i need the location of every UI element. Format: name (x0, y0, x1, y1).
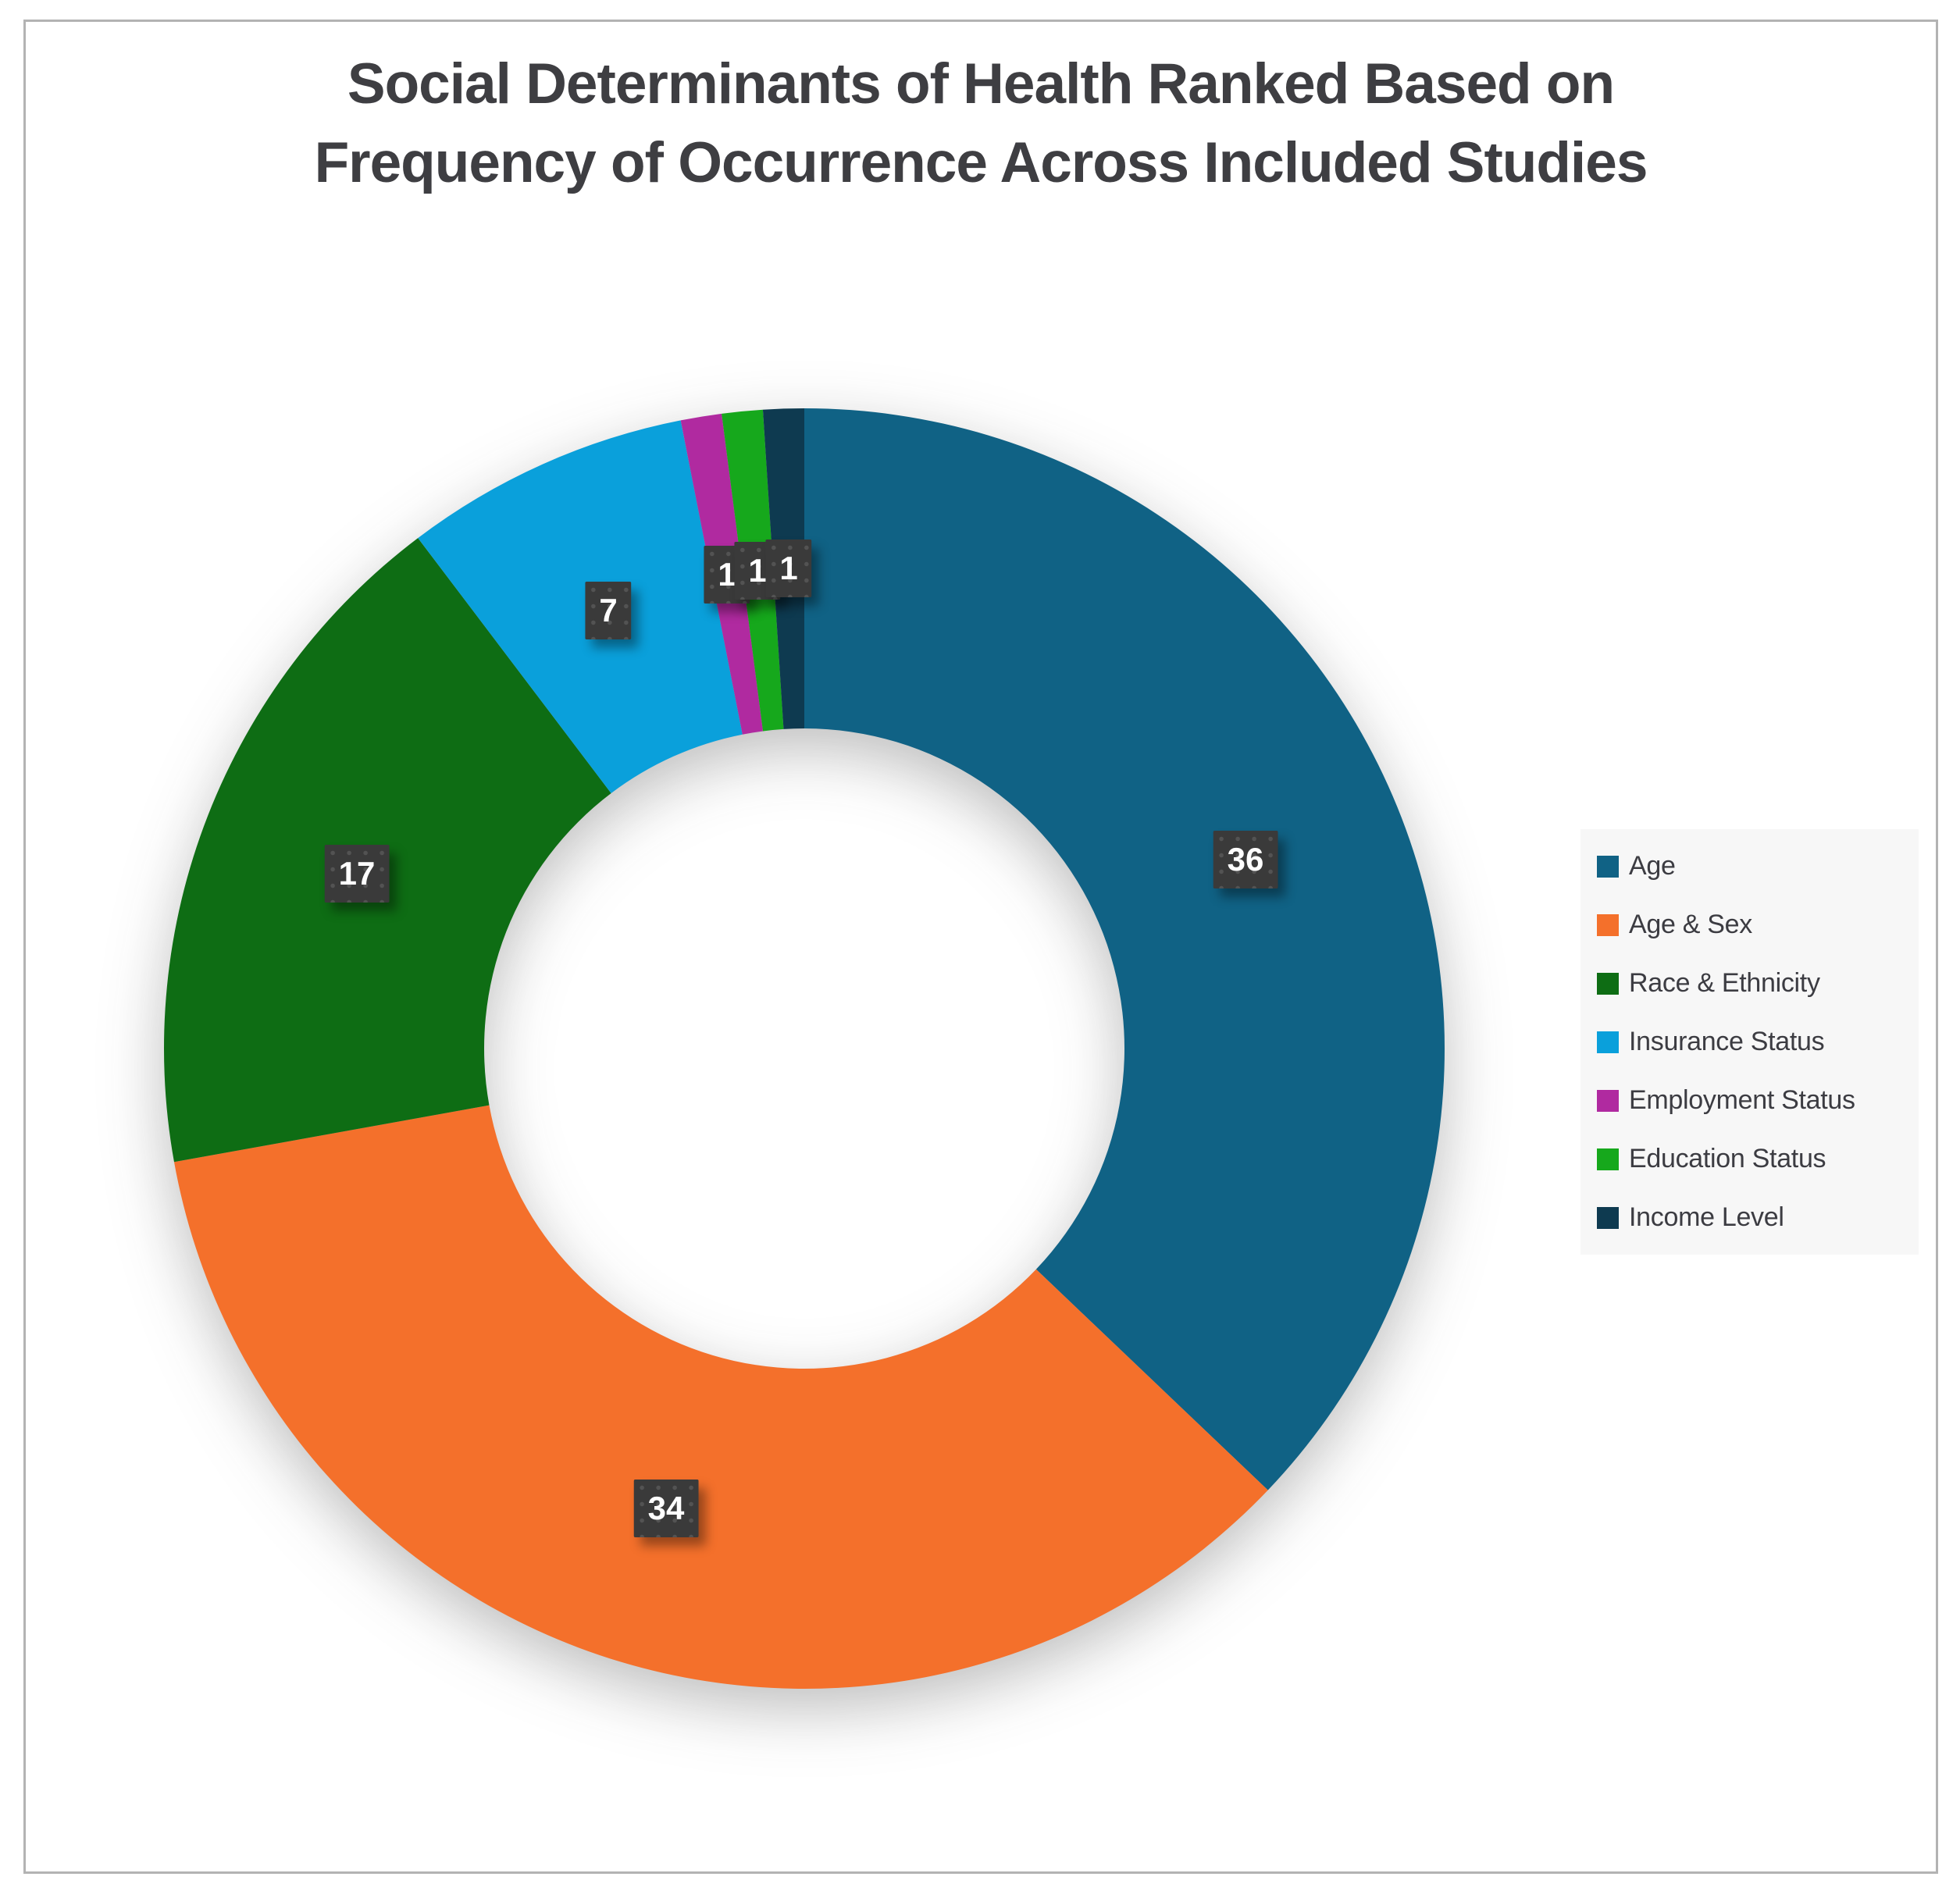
slice-insurance-status[interactable] (418, 420, 743, 794)
slice-age-and-sex[interactable] (173, 1105, 1268, 1689)
legend-label-income-level: Income Level (1629, 1202, 1784, 1232)
slice-age[interactable] (804, 408, 1445, 1490)
legend-label-age: Age (1629, 851, 1676, 881)
chart-title-line-2: Frequency of Occurrence Across Included … (314, 130, 1648, 194)
legend-item-income-level[interactable]: Income Level (1597, 1202, 1912, 1233)
chart-title: Social Determinants of Health Ranked Bas… (23, 45, 1938, 202)
legend-label-education-status: Education Status (1629, 1144, 1826, 1173)
legend-item-age[interactable]: Age (1597, 851, 1912, 881)
legend-swatch-income-level (1597, 1206, 1619, 1229)
chart-legend: Age Age & Sex Race & Ethnicity Insurance St… (1580, 829, 1919, 1255)
legend-swatch-race-and-ethnicity (1597, 972, 1619, 995)
data-label-age: 36 (1213, 831, 1278, 888)
legend-swatch-age (1597, 855, 1619, 878)
legend-label-insurance-status: Insurance Status (1629, 1027, 1825, 1056)
data-label-race-and-ethnicity: 17 (324, 845, 390, 903)
data-label-income-level: 1 (765, 539, 812, 597)
legend-label-race-and-ethnicity: Race & Ethnicity (1629, 968, 1820, 998)
legend-swatch-employment-status (1597, 1089, 1619, 1112)
data-label-age-and-sex: 34 (633, 1480, 699, 1537)
legend-item-age-and-sex[interactable]: Age & Sex (1597, 910, 1912, 940)
legend-swatch-education-status (1597, 1148, 1619, 1170)
legend-swatch-age-and-sex (1597, 913, 1619, 936)
data-label-insurance-status: 7 (585, 582, 632, 639)
legend-item-education-status[interactable]: Education Status (1597, 1144, 1912, 1174)
legend-item-race-and-ethnicity[interactable]: Race & Ethnicity (1597, 968, 1912, 999)
chart-title-line-1: Social Determinants of Health Ranked Bas… (347, 52, 1615, 116)
legend-label-employment-status: Employment Status (1629, 1085, 1855, 1115)
legend-swatch-insurance-status (1597, 1031, 1619, 1053)
legend-item-insurance-status[interactable]: Insurance Status (1597, 1027, 1912, 1057)
legend-item-employment-status[interactable]: Employment Status (1597, 1085, 1912, 1116)
legend-label-age-and-sex: Age & Sex (1629, 910, 1752, 939)
